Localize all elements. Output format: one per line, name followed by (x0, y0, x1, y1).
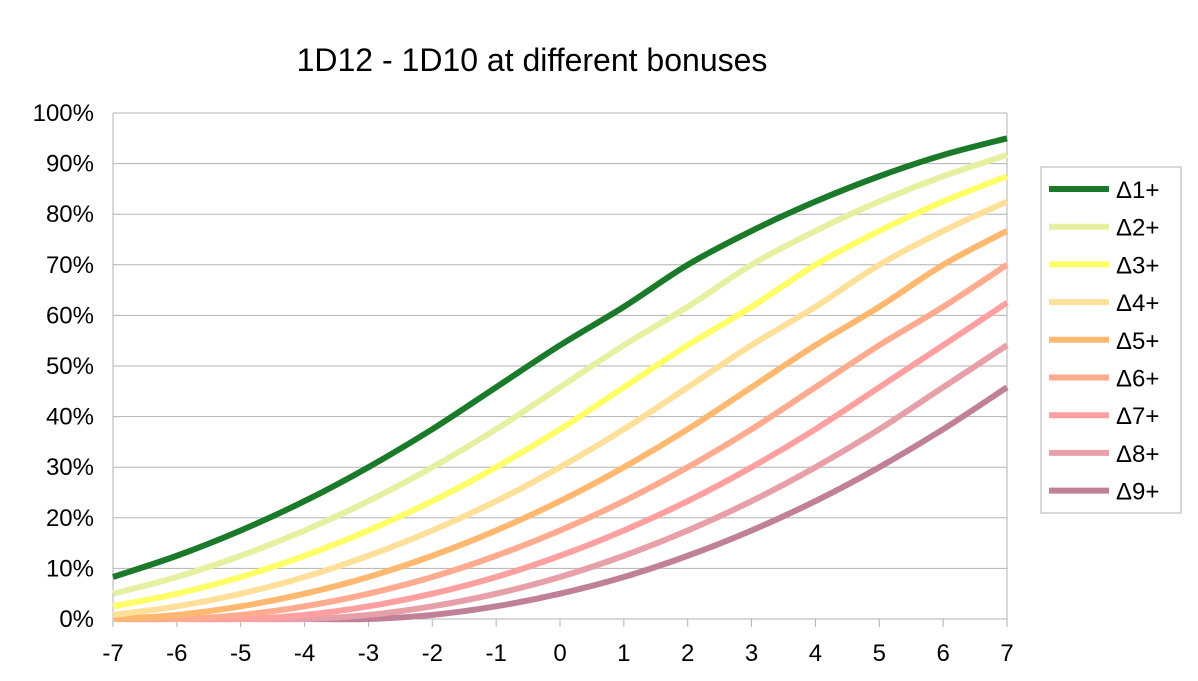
series-line-4 (112, 198, 1009, 618)
x-tick-label: -5 (230, 640, 251, 667)
series-line-7 (113, 300, 1009, 623)
x-tick-label: -4 (294, 640, 315, 667)
legend-label: Δ3+ (1116, 252, 1159, 279)
legend-label: Δ6+ (1116, 366, 1159, 393)
legend-label: Δ5+ (1116, 328, 1159, 355)
y-axis-ticks: 0% 10% 20% 30% 40% 50% 60% 70% 80% 90% 100% (33, 100, 94, 633)
x-tick-label: 1 (617, 640, 630, 667)
y-tick-label: 80% (46, 201, 94, 228)
series-line-2 (112, 152, 1008, 597)
x-tick-label: 4 (809, 640, 822, 667)
y-tick-label: 30% (46, 454, 94, 481)
x-tick-label: 7 (1000, 640, 1013, 667)
series-line-1 (112, 135, 1008, 580)
y-tick-label: 90% (46, 151, 94, 178)
chart-title: 1D12 - 1D10 at different bonuses (297, 42, 768, 78)
series-lines (112, 135, 1009, 623)
y-tick-label: 0% (59, 606, 94, 633)
x-tick-label: 2 (681, 640, 694, 667)
x-tick-label: -2 (422, 640, 443, 667)
y-tick-label: 40% (46, 404, 94, 431)
series-line-5 (112, 228, 1009, 622)
legend-label: Δ1+ (1116, 177, 1159, 204)
y-tick-label: 70% (46, 252, 94, 279)
x-tick-label: -1 (485, 640, 506, 667)
x-tick-label: -7 (102, 640, 123, 667)
x-tick-label: -3 (358, 640, 379, 667)
series-line-3 (112, 173, 1009, 610)
legend: Δ1+ Δ2+ Δ3+ Δ4+ Δ5+ Δ6+ Δ7+ Δ8+ Δ9+ (1040, 166, 1182, 514)
gridlines (112, 112, 1008, 620)
series-line-6 (112, 262, 1009, 623)
x-tick-label: 6 (936, 640, 949, 667)
legend-label: Δ9+ (1116, 479, 1159, 506)
y-tick-label: 100% (33, 100, 94, 127)
x-tick-label: 3 (745, 640, 758, 667)
y-tick-label: 50% (46, 353, 94, 380)
legend-label: Δ2+ (1116, 215, 1159, 242)
legend-label: Δ7+ (1116, 403, 1159, 430)
x-axis-ticks: -7 -6 -5 -4 -3 -2 -1 0 1 2 3 4 5 6 7 (102, 619, 1014, 667)
x-tick-label: -6 (166, 640, 187, 667)
legend-label: Δ8+ (1116, 441, 1159, 468)
x-tick-label: 0 (553, 640, 566, 667)
y-tick-label: 20% (46, 505, 94, 532)
y-tick-label: 60% (46, 302, 94, 329)
x-tick-label: 5 (873, 640, 886, 667)
y-tick-label: 10% (46, 555, 94, 582)
legend-label: Δ4+ (1116, 290, 1159, 317)
